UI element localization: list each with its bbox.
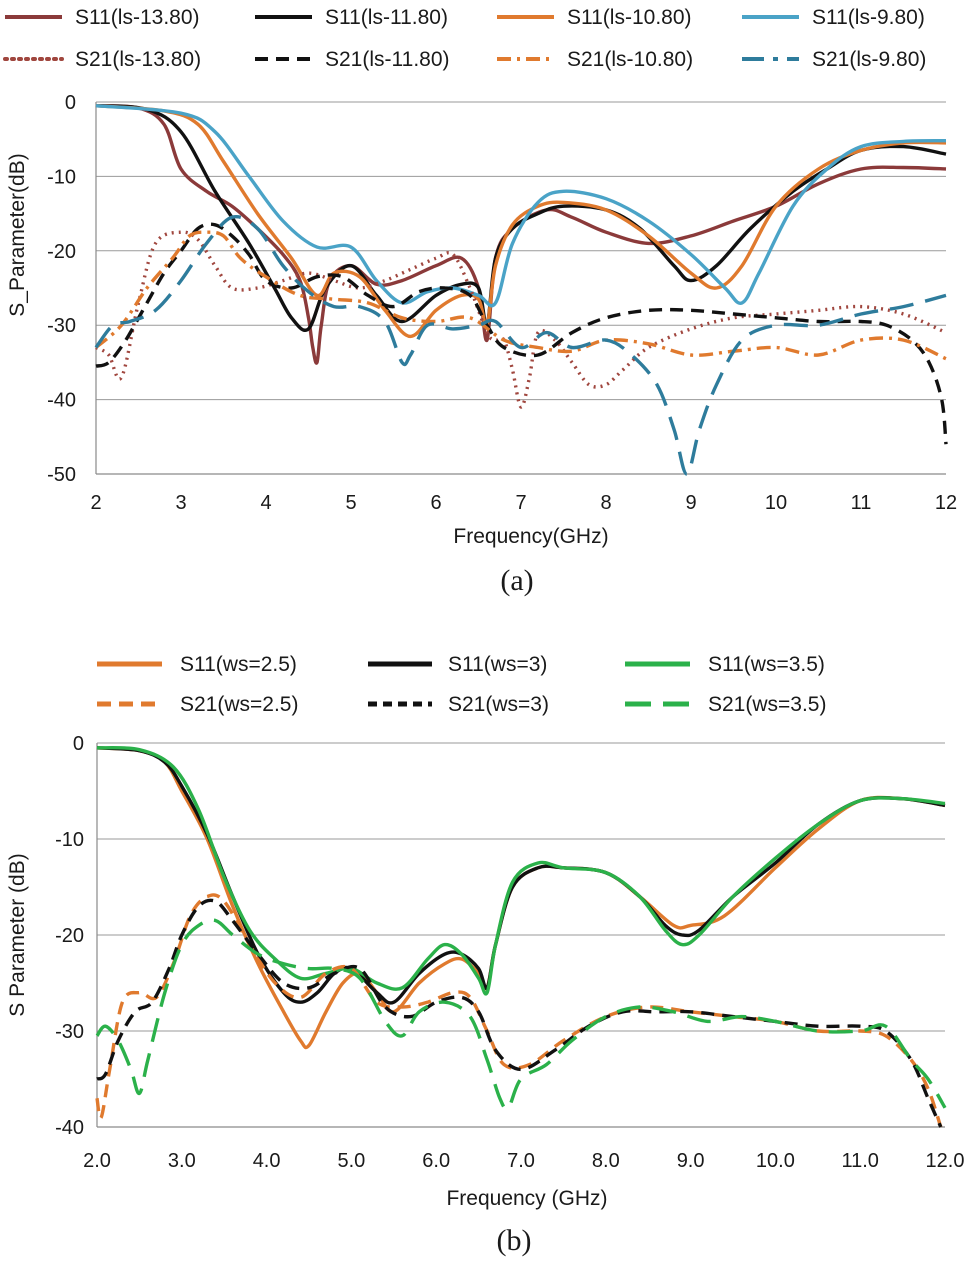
grid-b [96,742,945,1128]
series-line-s21-ls-11-80 [95,222,948,445]
series-line-s21-ws-2-5 [95,893,943,1128]
legend-label: S11(ls-10.80) [567,6,692,29]
x-tick-label: 5.0 [337,1150,365,1172]
x-tick-labels-a: 2 3 4 5 6 7 8 9 10 11 12 [90,492,957,514]
legend-label: S11(ls-11.80) [325,6,448,29]
y-tick-label: -30 [47,315,76,337]
legend-label: S21(ls-9.80) [812,48,926,71]
x-tick-label: 2 [90,492,101,514]
caption-a: (a) [500,564,533,597]
y-axis-label-b: S Parameter (dB) [6,853,29,1016]
legend-item-s11-ws-2-5[interactable]: S11(ws=2.5) [97,653,297,676]
legend-item-s21-ls-9-80[interactable]: S21(ls-9.80) [742,48,926,71]
x-tick-label: 9 [685,492,696,514]
y-tick-label: -20 [47,241,76,263]
x-tick-label: 2.0 [83,1150,111,1172]
x-tick-label: 11.0 [841,1150,878,1172]
y-tick-label: -20 [55,925,84,947]
y-tick-label: -30 [55,1021,84,1043]
legend-label: S21(ls-10.80) [567,48,693,71]
legend-label: S21(ls-11.80) [325,48,450,71]
legend-label: S11(ls-13.80) [75,6,200,29]
x-tick-label: 11 [851,492,872,514]
y-tick-label: 0 [73,733,84,755]
y-tick-label: -50 [47,464,76,486]
legend-label: S11(ws=2.5) [180,653,297,676]
legend-a: S11(ls-13.80) S11(ls-11.80) S11(ls-10.80… [3,6,926,71]
legend-item-s21-ls-11-80[interactable]: S21(ls-11.80) [255,48,450,71]
grid-a [95,101,946,475]
x-tick-label: 8 [600,492,611,514]
y-tick-labels-b: 0 -10 -20 -30 -40 [55,733,84,1139]
series-a [94,104,948,476]
x-tick-label: 7.0 [507,1150,535,1172]
y-tick-label: -10 [47,166,76,188]
legend-item-s21-ws-2-5[interactable]: S21(ws=2.5) [97,693,298,716]
legend-label: S21(ls-13.80) [75,48,201,71]
series-line-s21-ws-3-5 [95,918,947,1111]
x-tick-label: 12.0 [926,1150,965,1172]
x-tick-label: 3.0 [168,1150,196,1172]
x-tick-label: 9.0 [677,1150,705,1172]
x-axis-label-a: Frequency(GHz) [453,525,608,548]
legend-label: S21(ws=3.5) [708,693,826,716]
legend-item-s11-ws-3[interactable]: S11(ws=3) [368,653,547,676]
x-tick-label: 6.0 [422,1150,450,1172]
legend-item-s21-ws-3[interactable]: S21(ws=3) [368,693,549,716]
series-b [95,745,947,1128]
legend-item-s21-ls-13-80[interactable]: S21(ls-13.80) [3,48,201,71]
panel-a: S11(ls-13.80) S11(ls-11.80) S11(ls-10.80… [3,6,957,597]
y-tick-label: -40 [55,1117,84,1139]
series-line-s11-ws-2-5 [96,746,946,1050]
x-tick-label: 5 [345,492,356,514]
x-tick-labels-b: 2.0 3.0 4.0 5.0 6.0 7.0 8.0 9.0 10.0 11.0 12.0 [83,1150,964,1172]
x-tick-label: 4.0 [253,1150,281,1172]
legend-item-s11-ls-13-80[interactable]: S11(ls-13.80) [5,6,200,29]
legend-label: S11(ls-9.80) [812,6,925,29]
x-tick-label: 8.0 [592,1150,620,1172]
x-tick-label: 6 [430,492,441,514]
y-tick-label: -40 [47,390,76,412]
series-line-s21-ls-13-80 [95,230,947,409]
legend-item-s11-ws-3-5[interactable]: S11(ws=3.5) [625,653,825,676]
y-tick-labels-a: 0 -10 -20 -30 -40 -50 [47,92,76,486]
legend-item-s11-ls-10-80[interactable]: S11(ls-10.80) [497,6,692,29]
y-tick-label: -10 [55,829,84,851]
panel-b: S11(ws=2.5) S11(ws=3) S11(ws=3.5) S21(ws… [6,653,964,1257]
x-tick-label: 4 [260,492,271,514]
series-line-s11-ws-3-5 [96,745,946,996]
legend-item-s21-ws-3-5[interactable]: S21(ws=3.5) [625,693,826,716]
legend-label: S21(ws=3) [448,693,549,716]
legend-label: S11(ws=3.5) [708,653,825,676]
series-line-s21-ws-3 [96,898,943,1128]
x-tick-label: 10.0 [756,1150,795,1172]
series-line-s11-ls-13-80 [95,104,947,365]
x-axis-label-b: Frequency (GHz) [446,1187,607,1210]
legend-item-s11-ls-11-80[interactable]: S11(ls-11.80) [255,6,448,29]
series-line-s21-ls-9-80 [94,215,947,476]
y-axis-label-a: S_Parameter(dB) [6,153,29,316]
caption-b: (b) [497,1224,532,1257]
legend-b: S11(ws=2.5) S11(ws=3) S11(ws=3.5) S21(ws… [97,653,826,716]
series-line-s21-ls-10-80 [94,230,947,361]
legend-item-s11-ls-9-80[interactable]: S11(ls-9.80) [742,6,925,29]
x-tick-label: 12 [935,492,957,514]
x-tick-label: 10 [765,492,787,514]
legend-label: S11(ws=3) [448,653,547,676]
legend-item-s21-ls-10-80[interactable]: S21(ls-10.80) [497,48,693,71]
y-tick-label: 0 [65,92,76,114]
series-line-s11-ls-9-80 [95,104,947,308]
legend-label: S21(ws=2.5) [180,693,298,716]
x-tick-label: 3 [175,492,186,514]
x-tick-label: 7 [515,492,526,514]
